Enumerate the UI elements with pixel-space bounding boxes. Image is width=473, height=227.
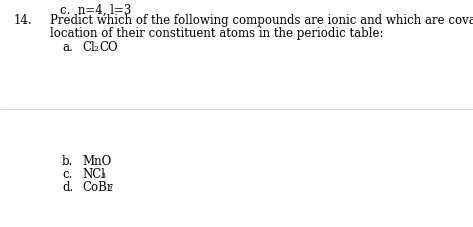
Text: 2: 2	[93, 45, 98, 53]
Text: 14.: 14.	[14, 14, 33, 27]
Text: 3: 3	[100, 171, 105, 179]
Text: location of their constituent atoms in the periodic table:: location of their constituent atoms in t…	[50, 27, 384, 40]
Text: NCl: NCl	[82, 167, 105, 180]
Text: CoBr: CoBr	[82, 180, 113, 193]
Text: a.: a.	[62, 41, 73, 54]
Text: Cl: Cl	[82, 41, 95, 54]
Text: CO: CO	[99, 41, 118, 54]
Text: d.: d.	[62, 180, 73, 193]
Text: c.: c.	[62, 167, 72, 180]
Text: b.: b.	[62, 154, 73, 167]
Text: 2: 2	[107, 184, 112, 192]
Text: c.  n=4, l=3: c. n=4, l=3	[60, 4, 131, 17]
Text: MnO: MnO	[82, 154, 111, 167]
Text: Predict which of the following compounds are ionic and which are covalent, based: Predict which of the following compounds…	[50, 14, 473, 27]
